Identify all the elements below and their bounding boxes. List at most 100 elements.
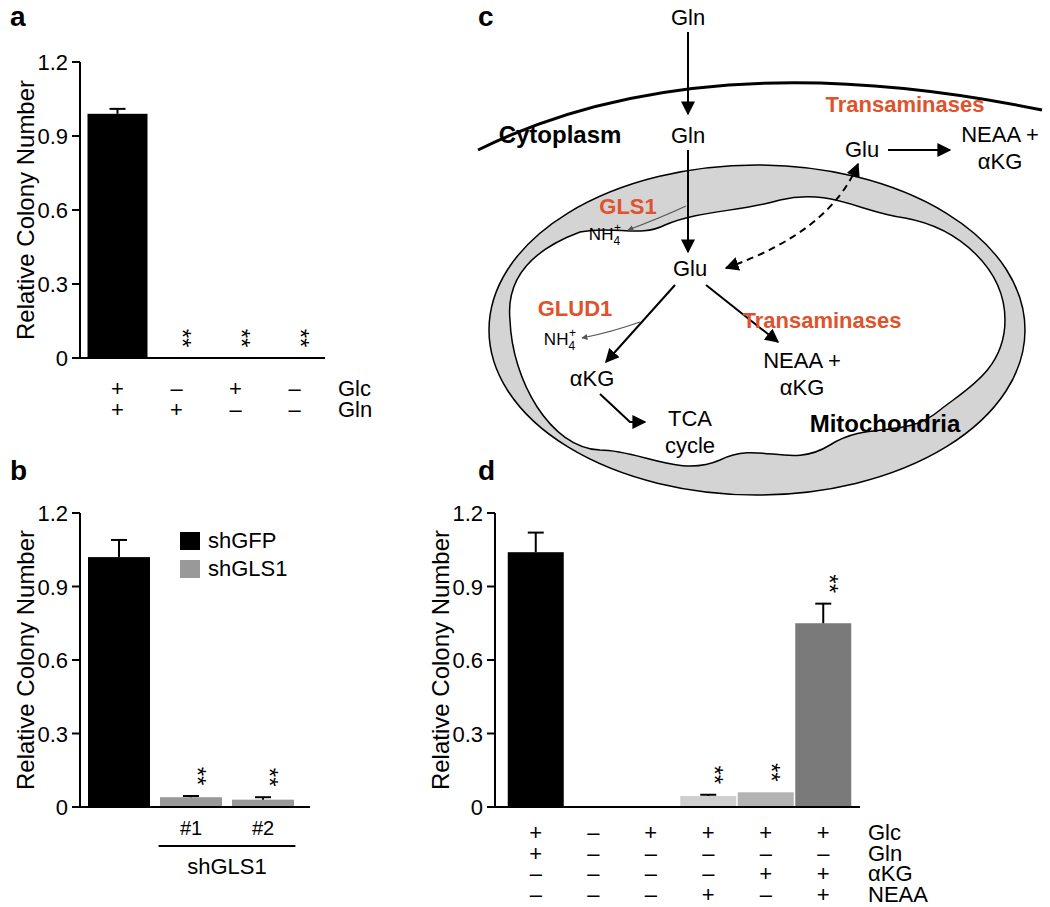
arrow [600,394,645,422]
condition-sign: – [645,882,658,907]
glu-cytoplasm: Glu [845,137,879,162]
akg: αKG [570,366,615,391]
y-tick [72,659,80,661]
y-tick [487,733,495,735]
panel-letter: b [10,455,27,486]
condition-label: NEAA [868,882,928,907]
y-tick [72,135,80,137]
error-bar-cap [700,794,716,796]
error-bar [528,533,544,553]
legend-swatch [180,532,200,550]
significance: ** [256,768,283,787]
marks [508,533,852,807]
glu-mitochondria: Glu [673,256,707,281]
y-tick-label: 1.2 [37,50,68,75]
error-bar-cap [255,796,271,798]
error-bar-cap [110,108,126,110]
y-tick-label: 0.9 [452,575,483,600]
y-tick-label: 0 [471,795,483,820]
significance: ** [816,574,843,593]
y-tick-label: 0.3 [452,722,483,747]
error-bar [255,797,271,799]
significance: ** [287,329,314,348]
condition-sign: – [760,882,773,907]
bar [738,792,794,807]
ammonium-sub: 4 [613,234,620,248]
y-tick-label: 0.9 [37,124,68,149]
y-tick [487,586,495,588]
y-tick [72,61,80,63]
arrow [888,149,950,151]
diagram-c: cGlnGlnCytoplasmTransaminasesGluNEAA +αK… [478,1,1042,495]
tca: cycle [665,433,715,458]
condition-label: Gln [338,397,372,422]
ammonium: NH4+ [589,221,621,248]
arrow [606,285,675,362]
y-tick-label: 0.6 [452,648,483,673]
gls1: GLS1 [599,194,656,219]
y-tick-label: 0.3 [37,722,68,747]
group-label: shGLS1 [187,854,267,879]
panel-a: aRelative Colony Number00.30.60.91.2****… [10,1,372,422]
arrow [582,322,640,338]
mitochondria: Mitochondria [810,410,961,437]
y-tick-label: 0 [56,346,68,371]
error-bar [815,604,831,624]
error-bar-line [535,533,537,553]
significance: ** [169,329,196,348]
y-tick-label: 0.9 [37,575,68,600]
gln-cytoplasm: Gln [671,123,705,148]
y-tick-label: 0.6 [37,648,68,673]
products-cytoplasm: αKG [978,149,1023,174]
y-tick [72,733,80,735]
dashed-arrow [726,164,858,268]
error-bar [700,795,716,796]
legend-label: shGLS1 [208,556,288,581]
tca: TCA [668,406,712,431]
bar [232,800,294,807]
x-axis [80,806,310,808]
panel-d: dRelative Colony Number00.30.60.91.2****… [427,455,928,907]
cell-membrane [478,83,1042,150]
panel-letter: a [10,1,26,32]
y-tick [487,659,495,661]
bar [160,797,222,807]
panel-letter: d [478,455,495,486]
error-bar [111,540,127,557]
y-tick [72,586,80,588]
condition-sign: + [817,882,830,907]
ammonium-sup: + [614,221,621,235]
error-bar-cap [183,795,199,797]
group-line [159,845,296,847]
y-axis [79,62,81,358]
products-mitochondria: NEAA + [763,348,841,373]
transaminases-mitochondria: Transaminases [743,308,902,333]
glud1: GLUD1 [538,296,613,321]
x-tick-label: #1 [180,817,202,839]
y-tick [72,806,80,808]
products-cytoplasm: NEAA + [961,122,1039,147]
legend-label: shGFP [208,528,276,553]
inner-membrane [510,197,1005,466]
significance: ** [228,329,255,348]
condition-sign: – [288,397,301,422]
condition-sign: + [702,882,715,907]
ammonium: NH4+ [544,326,576,353]
error-bar-line [118,540,120,557]
condition-sign: – [530,882,543,907]
products-mitochondria: αKG [780,375,825,400]
y-tick-label: 1.2 [452,501,483,526]
ammonium-sup: + [569,326,576,340]
condition-sign: + [111,397,124,422]
bar [88,557,150,807]
error-bar-cap [111,539,127,541]
marks [88,540,294,807]
significance: ** [184,767,211,786]
arrow [687,150,689,252]
significance: ** [758,763,785,782]
bar [680,796,736,807]
gln-outside: Gln [671,5,705,30]
y-tick [72,512,80,514]
bar [508,552,564,807]
y-tick [72,283,80,285]
